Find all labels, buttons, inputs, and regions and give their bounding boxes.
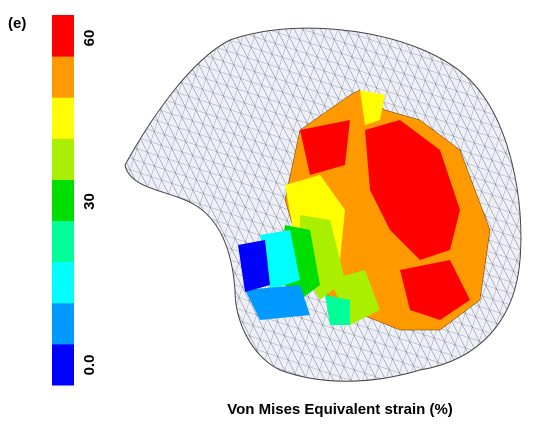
- colorbar-swatch: [52, 15, 74, 57]
- colorbar-swatch: [52, 220, 74, 263]
- colorbar-swatch: [52, 179, 74, 222]
- colorbar: 0.0 30 60: [52, 15, 98, 386]
- colorbar-tick-label: 30: [81, 193, 98, 210]
- colorbar-swatch: [52, 56, 74, 98]
- strain-region: [400, 260, 470, 320]
- strain-region: [365, 120, 460, 260]
- strain-region: [245, 285, 310, 320]
- colorbar-tick-label: 0.0: [81, 355, 98, 376]
- caption: Von Mises Equivalent strain (%): [227, 401, 453, 418]
- colorbar-swatch: [52, 138, 74, 180]
- strain-region: [300, 120, 350, 175]
- strain-region: [260, 230, 300, 290]
- panel-label: (e): [8, 15, 26, 32]
- colorbar-swatch: [52, 261, 74, 304]
- strain-region: [360, 90, 385, 125]
- colorbar-swatch: [52, 97, 74, 139]
- strain-region: [330, 270, 380, 325]
- strain-region: [325, 295, 350, 325]
- strain-region: [238, 240, 270, 292]
- colorbar-swatch: [52, 343, 74, 386]
- colorbar-tick-label: 60: [81, 30, 98, 47]
- colorbar-swatch: [52, 302, 74, 345]
- mesh-model: [124, 27, 522, 382]
